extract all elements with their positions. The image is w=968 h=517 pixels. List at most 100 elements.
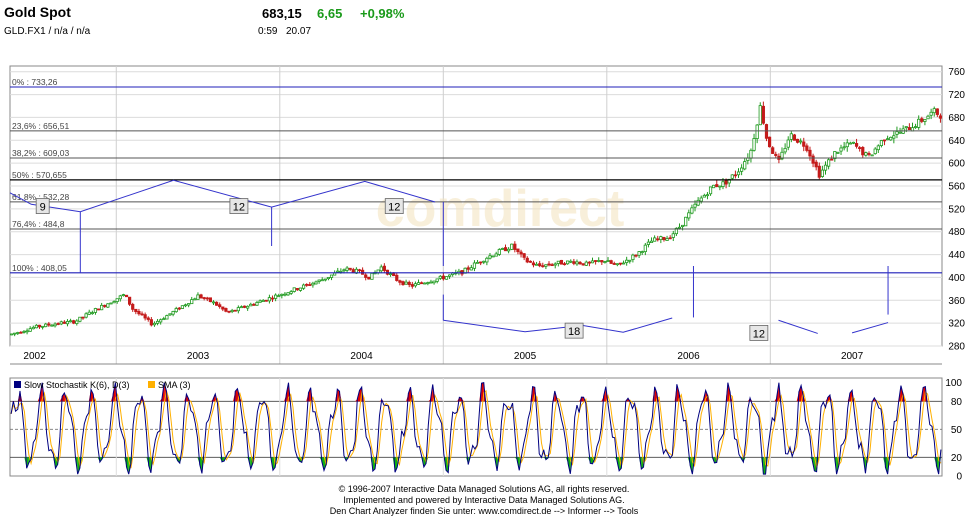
candle-body bbox=[601, 260, 603, 261]
candle-body bbox=[697, 200, 699, 205]
candle-body bbox=[579, 262, 581, 264]
candle-body bbox=[346, 268, 348, 270]
candle-body bbox=[815, 162, 817, 167]
candle-body bbox=[200, 295, 202, 298]
candle-body bbox=[113, 302, 115, 303]
candle-body bbox=[386, 270, 388, 274]
candle-body bbox=[570, 261, 572, 262]
candle-body bbox=[507, 249, 509, 251]
candle-body bbox=[215, 302, 217, 305]
candle-body bbox=[187, 304, 189, 305]
candle-body bbox=[20, 332, 22, 333]
candle-body bbox=[107, 304, 109, 307]
candle-body bbox=[613, 263, 615, 264]
candle-body bbox=[383, 266, 385, 270]
candle-body bbox=[225, 308, 227, 311]
candle-body bbox=[871, 155, 873, 156]
footer-copyright: © 1996-2007 Interactive Data Managed Sol… bbox=[0, 484, 968, 495]
candle-body bbox=[831, 159, 833, 160]
candle-body bbox=[445, 277, 447, 280]
candle-body bbox=[489, 256, 491, 258]
candle-body bbox=[206, 298, 208, 299]
candle-body bbox=[740, 168, 742, 171]
candle-body bbox=[243, 306, 245, 307]
candle-body bbox=[302, 285, 304, 288]
candle-body bbox=[417, 283, 419, 285]
candle-body bbox=[309, 285, 311, 286]
candle-body bbox=[930, 112, 932, 115]
candle-body bbox=[178, 308, 180, 309]
candle-body bbox=[54, 324, 56, 326]
candle-body bbox=[538, 264, 540, 266]
candle-body bbox=[337, 271, 339, 272]
candle-body bbox=[23, 331, 25, 332]
x-tick-label-2: 2004 bbox=[350, 351, 373, 362]
candle-body bbox=[88, 312, 90, 314]
candle-body bbox=[868, 153, 870, 154]
candle-body bbox=[32, 327, 34, 328]
candle-body bbox=[433, 281, 435, 283]
x-tick-label-0: 2002 bbox=[23, 351, 46, 362]
candle-body bbox=[414, 284, 416, 286]
candle-body bbox=[880, 140, 882, 145]
candle-body bbox=[877, 146, 879, 150]
candle-body bbox=[486, 258, 488, 262]
candle-body bbox=[389, 274, 391, 275]
candle-body bbox=[619, 263, 621, 264]
candle-body bbox=[657, 239, 659, 240]
candle-body bbox=[933, 109, 935, 113]
candle-body bbox=[470, 268, 472, 270]
candle-body bbox=[268, 298, 270, 301]
candle-body bbox=[712, 185, 714, 187]
candle-body bbox=[678, 227, 680, 228]
candle-body bbox=[604, 262, 606, 263]
candle-body bbox=[150, 320, 152, 325]
candle-body bbox=[104, 305, 106, 306]
candle-body bbox=[750, 150, 752, 158]
candle-body bbox=[843, 147, 845, 148]
fib-label-0: 0% : 733,26 bbox=[12, 77, 58, 87]
candle-body bbox=[591, 261, 593, 263]
candle-body bbox=[492, 256, 494, 257]
candle-body bbox=[228, 311, 230, 312]
candle-body bbox=[924, 119, 926, 121]
candle-body bbox=[284, 294, 286, 295]
candle-body bbox=[744, 162, 746, 169]
candle-body bbox=[638, 252, 640, 256]
candle-body bbox=[420, 283, 422, 284]
x-tick-label-4: 2006 bbox=[677, 351, 700, 362]
candle-body bbox=[82, 317, 84, 318]
candle-body bbox=[756, 125, 758, 139]
candle-body bbox=[650, 241, 652, 242]
candle-body bbox=[517, 249, 519, 252]
candle-body bbox=[324, 279, 326, 280]
stochastic-legend: Slow Stochastik K(6), D(3)SMA (3) bbox=[14, 380, 191, 390]
candle-body bbox=[858, 148, 860, 149]
candle-body bbox=[231, 310, 233, 311]
candle-body bbox=[135, 309, 137, 311]
candle-body bbox=[271, 298, 273, 299]
candle-body bbox=[852, 142, 854, 143]
candle-body bbox=[194, 299, 196, 300]
candle-body bbox=[681, 225, 683, 226]
candle-body bbox=[504, 248, 506, 251]
candle-body bbox=[762, 106, 764, 123]
candle-body bbox=[672, 234, 674, 238]
candle-body bbox=[918, 119, 920, 127]
y-tick-label-6: 520 bbox=[948, 204, 965, 215]
candle-body bbox=[731, 175, 733, 178]
candle-body bbox=[849, 143, 851, 144]
candle-body bbox=[396, 275, 398, 280]
candle-body bbox=[585, 262, 587, 265]
candle-body bbox=[293, 288, 295, 292]
candle-body bbox=[716, 185, 718, 187]
candle-body bbox=[29, 329, 31, 332]
fib-label-3: 50% : 570,655 bbox=[12, 170, 67, 180]
candle-body bbox=[66, 321, 68, 323]
candle-body bbox=[803, 142, 805, 146]
candle-body bbox=[132, 304, 134, 309]
candle-body bbox=[787, 140, 789, 147]
candle-body bbox=[557, 261, 559, 263]
candle-body bbox=[582, 264, 584, 265]
